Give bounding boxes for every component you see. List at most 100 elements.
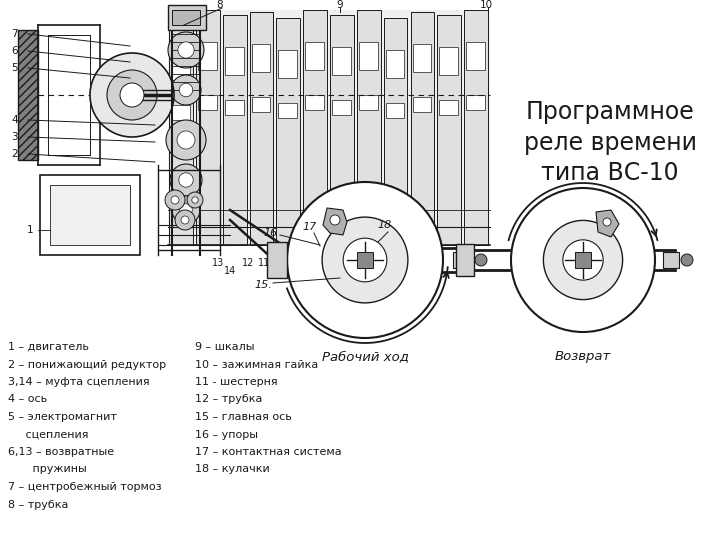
Bar — [439, 100, 458, 115]
Circle shape — [166, 120, 206, 160]
Circle shape — [177, 131, 195, 149]
Circle shape — [179, 83, 193, 97]
Text: 17 – контактная система: 17 – контактная система — [195, 447, 341, 457]
Circle shape — [603, 218, 611, 226]
Bar — [18, 30, 38, 160]
Text: 4: 4 — [12, 115, 18, 125]
Polygon shape — [596, 210, 619, 237]
Bar — [456, 244, 474, 276]
Circle shape — [175, 210, 195, 230]
Text: 1: 1 — [27, 225, 33, 235]
Text: 11: 11 — [258, 258, 270, 268]
Text: 10: 10 — [480, 0, 492, 10]
Text: пружины: пружины — [8, 464, 86, 475]
Bar — [303, 10, 327, 245]
Bar — [413, 44, 431, 72]
Bar — [251, 44, 270, 72]
Bar — [279, 50, 297, 78]
Bar — [225, 100, 243, 115]
Text: 9 – шкалы: 9 – шкалы — [195, 342, 254, 352]
Bar — [168, 10, 490, 245]
Text: 6,13 – возвратные: 6,13 – возвратные — [8, 447, 114, 457]
Text: 2 – понижающий редуктор: 2 – понижающий редуктор — [8, 360, 166, 369]
Text: 12 – трубка: 12 – трубка — [195, 395, 262, 404]
Text: 2: 2 — [12, 149, 18, 159]
Bar — [168, 5, 206, 30]
Bar — [439, 47, 458, 75]
Bar — [267, 242, 287, 278]
Bar — [305, 95, 324, 110]
Bar — [50, 185, 130, 245]
Circle shape — [180, 204, 192, 217]
Circle shape — [179, 173, 193, 187]
Bar — [357, 10, 381, 245]
Circle shape — [192, 197, 198, 203]
Text: 9: 9 — [337, 0, 343, 10]
Circle shape — [511, 188, 655, 332]
Circle shape — [107, 70, 157, 120]
Circle shape — [171, 196, 179, 204]
Circle shape — [322, 217, 408, 303]
Circle shape — [187, 192, 203, 208]
Circle shape — [287, 182, 443, 338]
Text: Рабочий ход: Рабочий ход — [322, 350, 408, 363]
Bar — [575, 252, 591, 268]
Polygon shape — [323, 208, 347, 235]
Text: 16: 16 — [264, 228, 278, 238]
Text: 10 – зажимная гайка: 10 – зажимная гайка — [195, 360, 318, 369]
Bar — [384, 18, 408, 245]
Bar — [386, 50, 405, 78]
Bar — [225, 47, 243, 75]
Circle shape — [172, 196, 200, 224]
Text: 7 – центробежный тормоз: 7 – центробежный тормоз — [8, 482, 161, 492]
Text: 18: 18 — [378, 220, 392, 230]
Text: 5 – электромагнит: 5 – электромагнит — [8, 412, 117, 422]
Bar — [198, 42, 217, 70]
Circle shape — [170, 164, 202, 196]
Bar — [171, 105, 190, 120]
Bar — [196, 10, 220, 245]
Circle shape — [178, 42, 194, 58]
Text: 3,14 – муфта сцепления: 3,14 – муфта сцепления — [8, 377, 150, 387]
Bar — [169, 20, 193, 245]
Bar — [332, 47, 351, 75]
Bar — [279, 103, 297, 118]
Bar — [410, 12, 434, 245]
Bar — [332, 100, 351, 115]
Text: 4 – ось: 4 – ось — [8, 395, 47, 404]
Text: 11 - шестерня: 11 - шестерня — [195, 377, 278, 387]
Text: 8: 8 — [217, 0, 223, 10]
Text: 5: 5 — [12, 63, 18, 73]
Text: 17: 17 — [303, 222, 317, 232]
Circle shape — [165, 190, 185, 210]
Circle shape — [475, 254, 487, 266]
Text: 7: 7 — [12, 29, 18, 39]
Text: 14: 14 — [224, 266, 236, 276]
Circle shape — [563, 240, 603, 280]
Bar — [276, 18, 300, 245]
Text: 3: 3 — [12, 132, 18, 142]
Bar — [305, 42, 324, 70]
Circle shape — [181, 216, 189, 224]
Bar — [198, 95, 217, 110]
Bar — [359, 42, 378, 70]
Bar — [437, 15, 462, 245]
Bar — [413, 97, 431, 112]
Circle shape — [168, 32, 204, 68]
Text: Возврат: Возврат — [555, 350, 611, 363]
Circle shape — [330, 215, 340, 225]
Bar — [330, 15, 354, 245]
Circle shape — [544, 220, 623, 300]
Text: 15.: 15. — [254, 280, 272, 290]
Bar — [172, 10, 200, 25]
Text: 8 – трубка: 8 – трубка — [8, 500, 68, 510]
Bar — [464, 10, 488, 245]
Bar — [466, 42, 485, 70]
Circle shape — [343, 238, 387, 282]
Bar — [359, 95, 378, 110]
Bar — [663, 252, 679, 268]
Text: 18 – кулачки: 18 – кулачки — [195, 464, 270, 475]
Text: 16 – упоры: 16 – упоры — [195, 429, 258, 440]
Bar — [250, 12, 274, 245]
Circle shape — [120, 83, 144, 107]
